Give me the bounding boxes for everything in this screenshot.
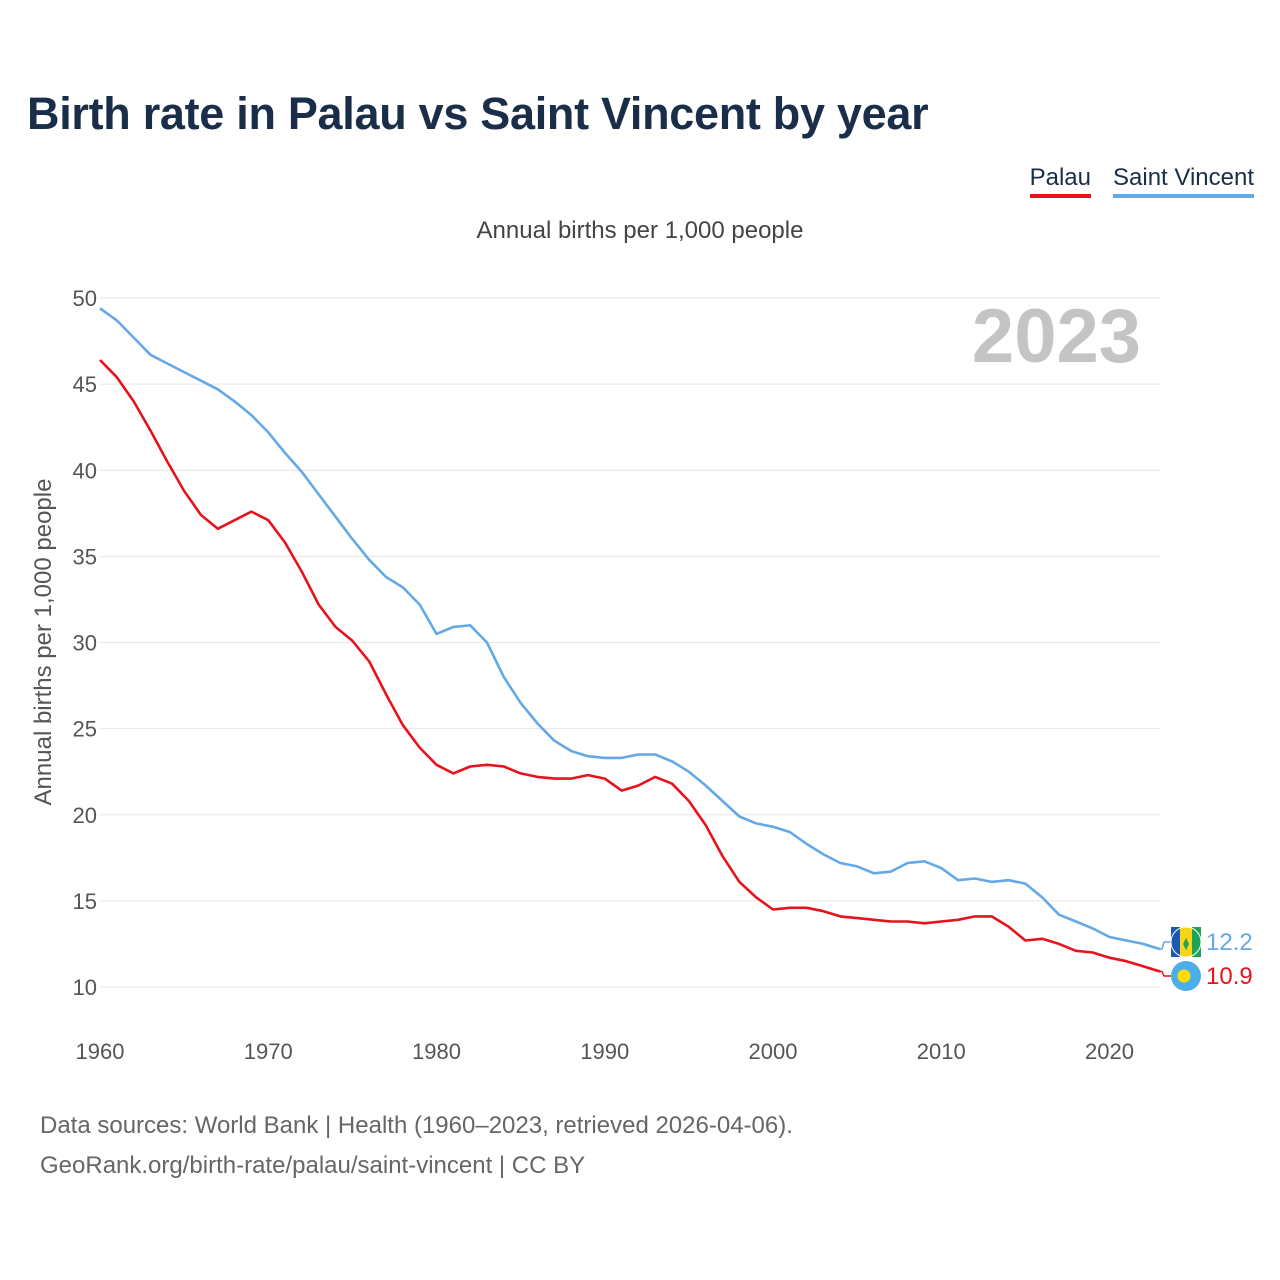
saint-vincent-connector bbox=[1160, 941, 1171, 950]
y-tick-label: 30 bbox=[73, 631, 97, 656]
source-note: Data sources: World Bank | Health (1960–… bbox=[40, 1106, 793, 1186]
y-tick-label: 40 bbox=[73, 458, 97, 483]
y-tick-label: 35 bbox=[73, 544, 97, 569]
series-lines bbox=[99, 307, 1171, 977]
end-markers: 12.2 10.9 bbox=[1170, 926, 1253, 991]
y-tick-label: 50 bbox=[73, 286, 97, 311]
y-tick-label: 45 bbox=[73, 372, 97, 397]
legend-item-palau[interactable]: Palau bbox=[1029, 164, 1091, 198]
palau-connector bbox=[1160, 970, 1171, 977]
gridlines bbox=[100, 297, 1160, 988]
y-tick-label: 25 bbox=[73, 717, 97, 742]
x-tick-label: 1980 bbox=[412, 1039, 461, 1064]
chart-subtitle: Annual births per 1,000 people bbox=[476, 217, 804, 244]
legend-item-saint-vincent[interactable]: Saint Vincent bbox=[1113, 164, 1254, 198]
saint-vincent-flag-icon bbox=[1170, 926, 1202, 958]
x-tick-label: 1990 bbox=[580, 1039, 629, 1064]
source-line-data: Data sources: World Bank | Health (1960–… bbox=[40, 1112, 793, 1139]
chart-title: Birth rate in Palau vs Saint Vincent by … bbox=[27, 88, 929, 139]
x-tick-label: 2010 bbox=[917, 1039, 966, 1064]
y-tick-label: 20 bbox=[73, 803, 97, 828]
year-watermark: 2023 bbox=[972, 294, 1141, 379]
palau-end-value: 10.9 bbox=[1206, 963, 1253, 990]
source-line-url[interactable]: GeoRank.org/birth-rate/palau/saint-vince… bbox=[40, 1152, 586, 1179]
y-axis-ticks: 10 15 20 25 30 35 40 45 50 bbox=[73, 286, 97, 1000]
x-tick-label: 2000 bbox=[749, 1039, 798, 1064]
x-tick-label: 1970 bbox=[244, 1039, 293, 1064]
x-axis-ticks: 1960 1970 1980 1990 2000 2010 2020 bbox=[76, 1039, 1134, 1064]
y-tick-label: 15 bbox=[73, 889, 97, 914]
x-tick-label: 1960 bbox=[76, 1039, 125, 1064]
legend: Palau Saint Vincent bbox=[1029, 164, 1254, 198]
y-tick-label: 10 bbox=[73, 975, 97, 1000]
palau-line[interactable] bbox=[99, 359, 1161, 973]
x-tick-label: 2020 bbox=[1085, 1039, 1134, 1064]
palau-flag-icon bbox=[1171, 961, 1201, 991]
saint-vincent-line[interactable] bbox=[99, 307, 1161, 951]
saint-vincent-end-value: 12.2 bbox=[1206, 929, 1253, 956]
